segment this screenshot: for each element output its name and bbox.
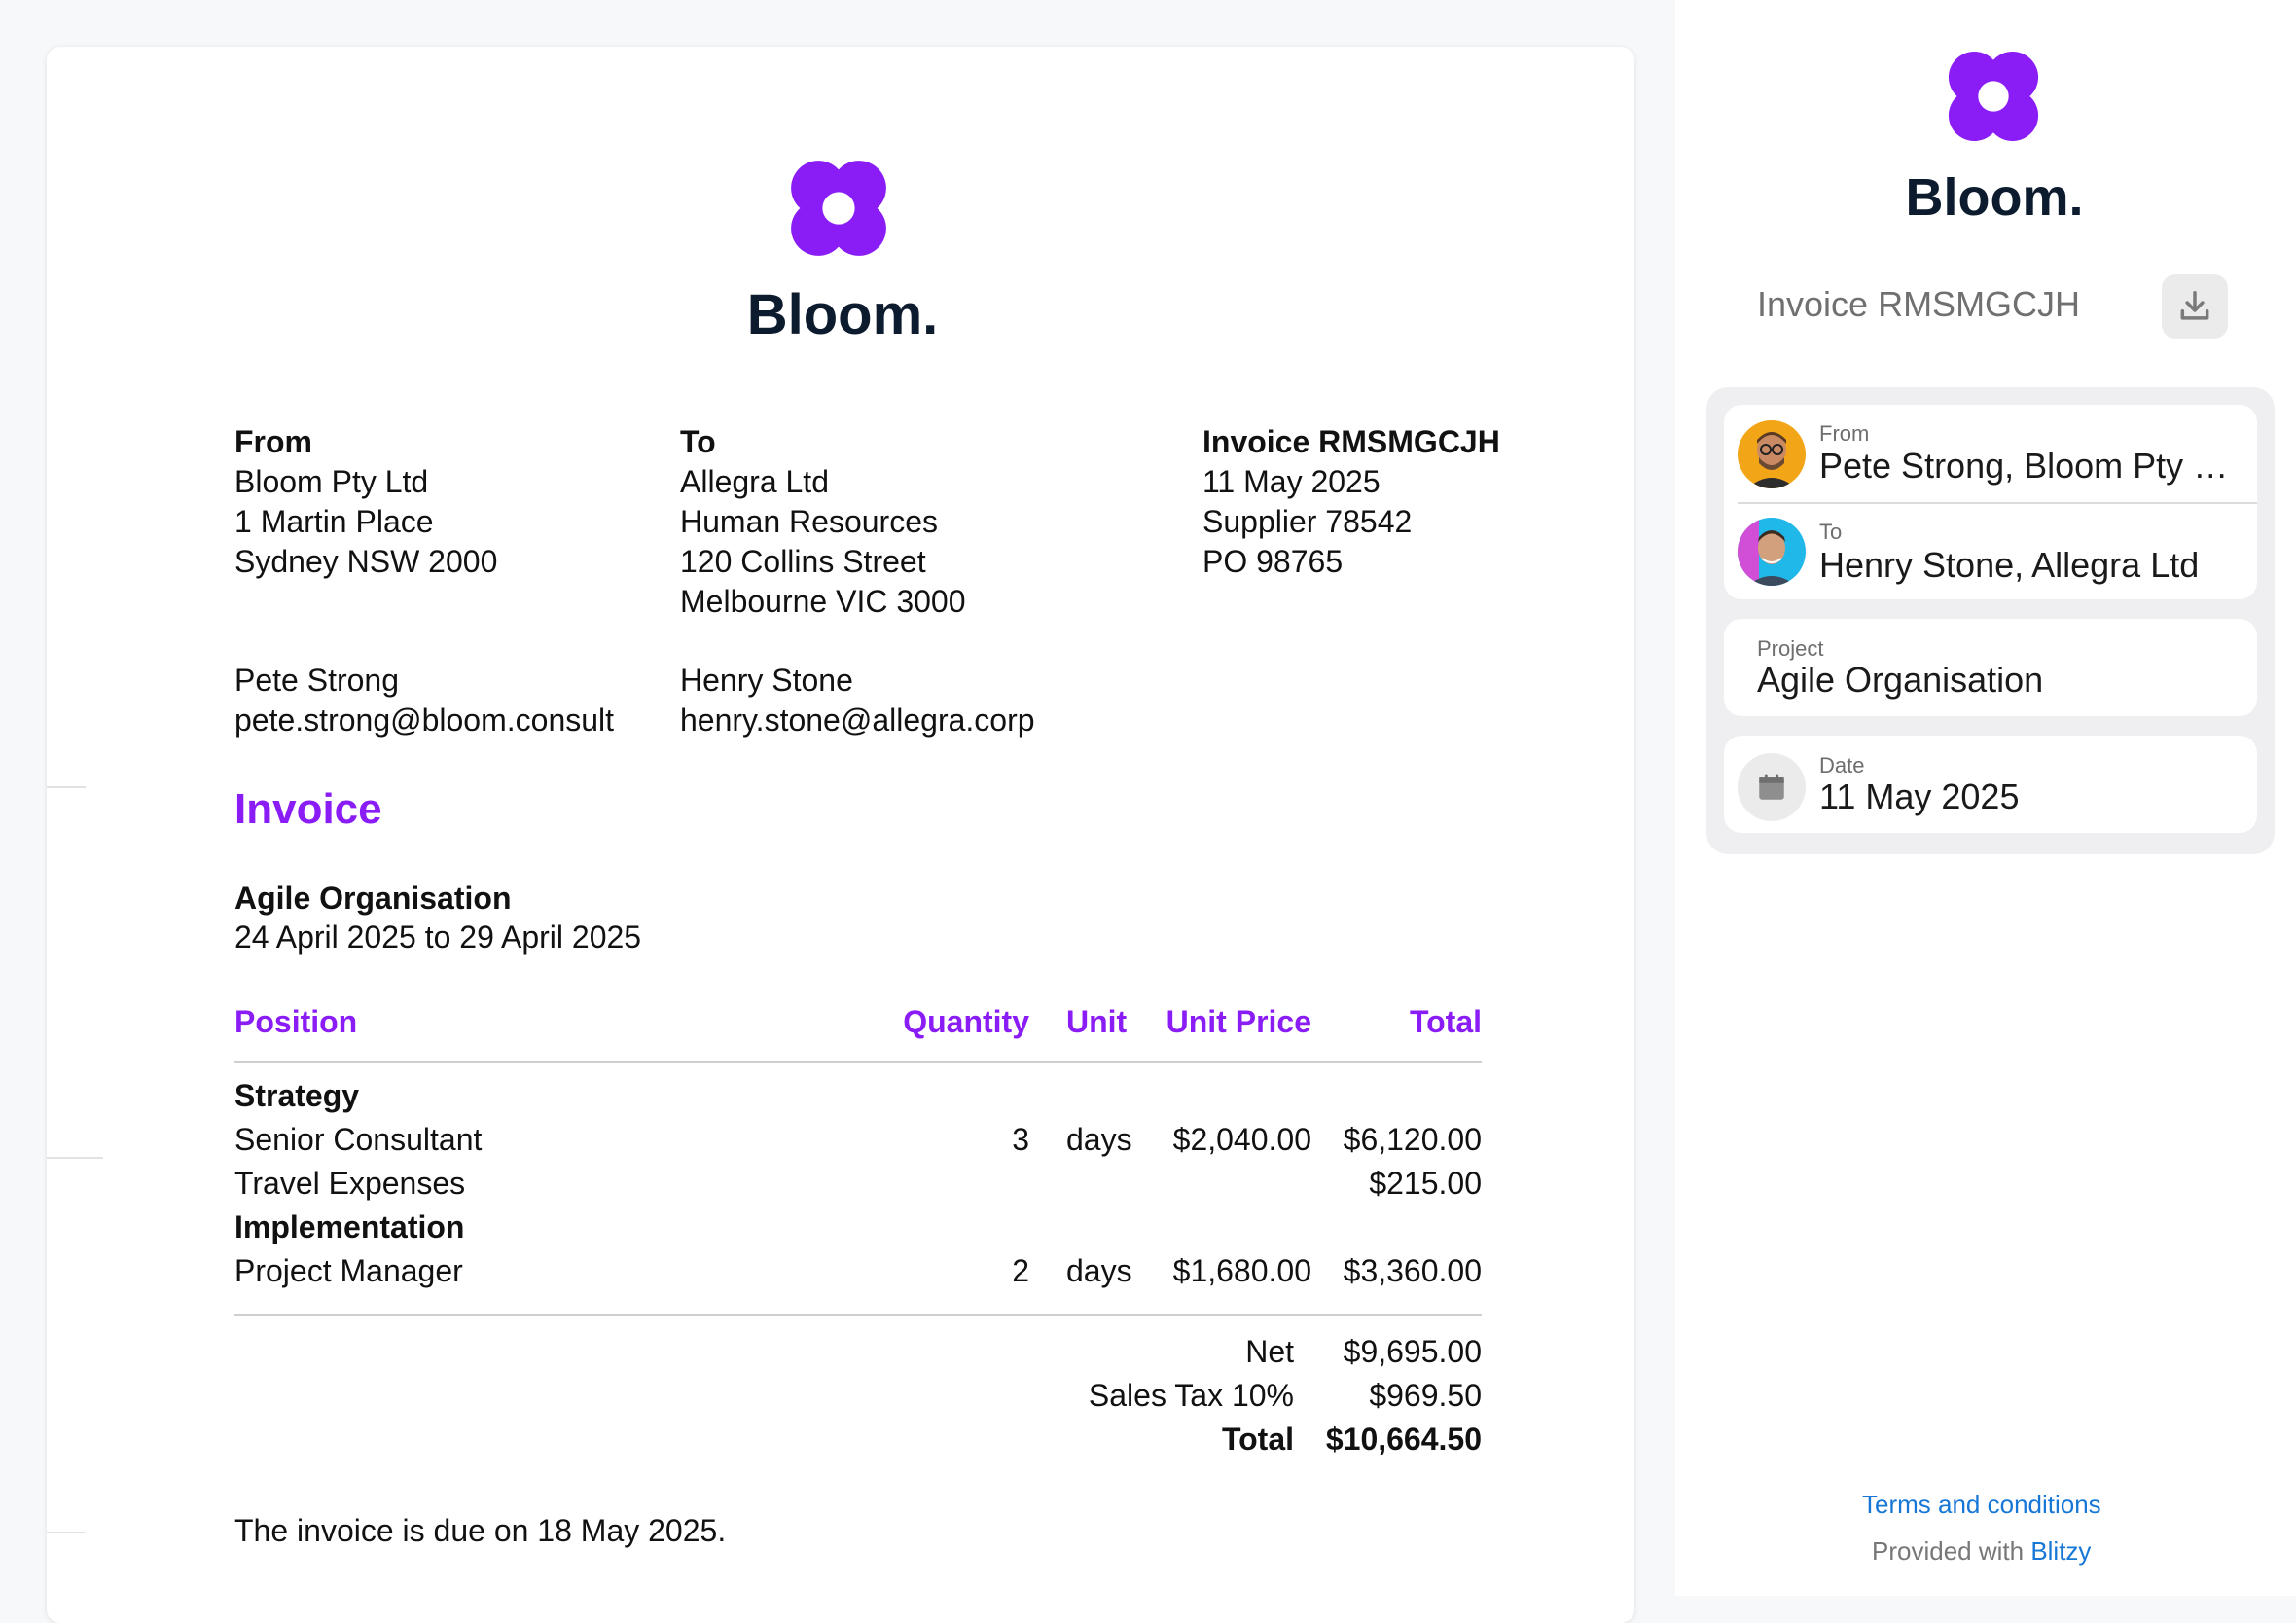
invoice-number: Invoice RMSMGCJH [1202, 424, 1500, 459]
invoice-document [47, 47, 1634, 1623]
row-position: Senior Consultant [234, 1122, 483, 1157]
to-line: Human Resources [680, 504, 938, 539]
from-label: From [234, 424, 312, 459]
flower-logo-icon [791, 161, 886, 256]
project-card [1724, 619, 2257, 716]
row-total: $6,120.00 [1343, 1122, 1482, 1157]
row-quantity: 2 [1012, 1253, 1029, 1288]
due-date-note: The invoice is due on 18 May 2025. [234, 1513, 727, 1548]
terms-link[interactable]: Terms and conditions [1862, 1490, 2101, 1519]
table-footer-rule [234, 1314, 1482, 1316]
tax-value: $969.50 [1369, 1378, 1482, 1413]
from-line: 1 Martin Place [234, 504, 434, 539]
sidebar-brand-name: Bloom. [1905, 168, 2084, 227]
row-unit: days [1066, 1122, 1132, 1157]
to-line: 120 Collins Street [680, 544, 926, 579]
sidebar-to-value: Henry Stone, Allegra Ltd [1819, 545, 2200, 585]
from-line: Sydney NSW 2000 [234, 544, 498, 579]
to-contact-email: henry.stone@allegra.corp [680, 703, 1035, 738]
sidebar-from-value: Pete Strong, Bloom Pty Ltd [1819, 446, 2238, 486]
net-value: $9,695.00 [1343, 1334, 1482, 1369]
section-title: Strategy [234, 1078, 360, 1113]
row-total: $3,360.00 [1343, 1253, 1482, 1288]
invoice-meta: Invoice RMSMGCJH 11 May 2025 Supplier 78… [1202, 422, 1500, 582]
row-position: Travel Expenses [234, 1166, 466, 1201]
fold-mark [47, 1532, 86, 1533]
to-label: To [680, 424, 716, 459]
from-block: From Bloom Pty Ltd 1 Martin Place Sydney… [234, 422, 497, 582]
po-number: PO 98765 [1202, 544, 1344, 579]
to-contact: Henry Stone henry.stone@allegra.corp [680, 661, 1035, 740]
from-line: Bloom Pty Ltd [234, 464, 429, 499]
blitzy-link[interactable]: Blitzy [2030, 1536, 2092, 1566]
sidebar-date-value: 11 May 2025 [1819, 776, 2020, 816]
from-avatar [1738, 420, 1806, 488]
col-header-unit: Unit [1066, 1004, 1128, 1039]
row-unit-price: $2,040.00 [1172, 1122, 1311, 1157]
invoice-date: 11 May 2025 [1202, 464, 1381, 499]
sidebar-from-label: From [1819, 421, 1870, 446]
col-header-quantity: Quantity [903, 1004, 1029, 1039]
grand-total-label: Total [1221, 1422, 1294, 1457]
row-position: Project Manager [234, 1253, 463, 1288]
download-button[interactable] [2162, 274, 2228, 339]
to-line: Allegra Ltd [680, 464, 829, 499]
parties-divider [1738, 502, 2257, 504]
to-block: To Allegra Ltd Human Resources 120 Colli… [680, 422, 966, 622]
calendar-icon [1759, 774, 1784, 800]
row-total: $215.00 [1369, 1166, 1482, 1201]
from-contact-email: pete.strong@bloom.consult [234, 703, 615, 738]
to-avatar [1738, 518, 1806, 586]
col-header-unit-price: Unit Price [1166, 1004, 1311, 1039]
project-title: Agile Organisation [234, 881, 512, 916]
col-header-position: Position [234, 1004, 358, 1039]
row-quantity: 3 [1012, 1122, 1029, 1157]
sidebar-to-label: To [1819, 520, 1843, 544]
sidebar-project-label: Project [1757, 636, 1824, 661]
to-line: Melbourne VIC 3000 [680, 584, 966, 619]
date-card [1724, 736, 2257, 833]
sidebar-project-value: Agile Organisation [1757, 660, 2044, 700]
tax-label: Sales Tax 10% [1088, 1378, 1294, 1413]
download-icon [2180, 291, 2209, 320]
provided-with-text: Provided with Blitzy [1872, 1536, 2091, 1567]
sidebar-invoice-title: Invoice RMSMGCJH [1757, 284, 2081, 324]
punch-mark [47, 1157, 103, 1159]
supplier-number: Supplier 78542 [1202, 504, 1413, 539]
grand-total-value: $10,664.50 [1325, 1422, 1482, 1457]
from-contact: Pete Strong pete.strong@bloom.consult [234, 661, 614, 740]
invoice-heading: Invoice [234, 785, 382, 833]
section-title: Implementation [234, 1209, 465, 1244]
table-header-rule [234, 1061, 1482, 1063]
from-contact-name: Pete Strong [234, 663, 399, 698]
to-contact-name: Henry Stone [680, 663, 853, 698]
sidebar-date-label: Date [1819, 753, 1865, 777]
project-period: 24 April 2025 to 29 April 2025 [234, 920, 642, 955]
col-header-total: Total [1409, 1004, 1482, 1039]
fold-mark [47, 786, 86, 788]
brand-name: Bloom. [746, 283, 939, 346]
row-unit-price: $1,680.00 [1172, 1253, 1311, 1288]
net-label: Net [1245, 1334, 1294, 1369]
row-unit: days [1066, 1253, 1132, 1288]
provided-with-prefix: Provided with [1872, 1536, 2031, 1566]
flower-logo-icon [1948, 51, 2039, 142]
calendar-badge [1738, 753, 1806, 821]
